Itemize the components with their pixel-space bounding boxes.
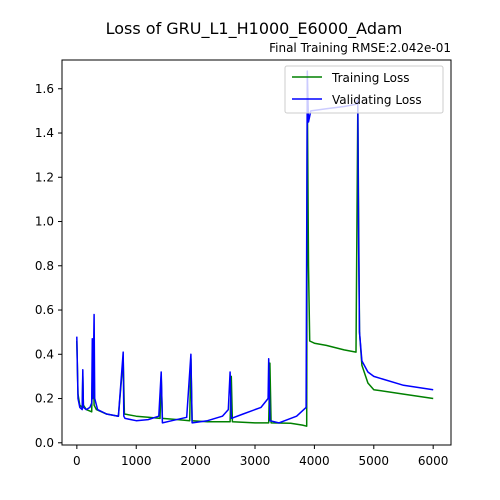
training-loss-line	[76, 88, 434, 427]
x-tick-label: 2000	[180, 454, 211, 468]
x-tick-label: 6000	[418, 454, 449, 468]
y-tick-label: 0.8	[35, 259, 54, 273]
y-tick-label: 1.0	[35, 215, 54, 229]
x-tick-label: 3000	[240, 454, 271, 468]
x-tick-label: 4000	[299, 454, 330, 468]
series-lines	[76, 70, 434, 427]
chart-subtitle: Final Training RMSE:2.042e-01	[269, 41, 451, 55]
y-tick-label: 1.2	[35, 170, 54, 184]
legend-box	[284, 65, 444, 114]
validating-loss-line	[76, 70, 434, 424]
y-tick-label: 1.6	[35, 82, 54, 96]
x-tick-label: 0	[73, 454, 81, 468]
x-tick-label: 5000	[359, 454, 390, 468]
y-tick-label: 0.4	[35, 347, 54, 361]
chart-title: Loss of GRU_L1_H1000_E6000_Adam	[106, 19, 403, 39]
y-tick-label: 0.2	[35, 392, 54, 406]
x-tick-label: 1000	[121, 454, 152, 468]
plot-frame	[61, 59, 452, 446]
y-tick-label: 0.0	[35, 436, 54, 450]
y-tick-label: 1.4	[35, 126, 54, 140]
legend-label-training: Training Loss	[331, 71, 409, 85]
axis-ticks: 0 1000 2000 3000 4000 5000 6000 0.0 0.2 0.4 0.6 0.8…	[35, 82, 449, 468]
legend-label-validating: Validating Loss	[332, 93, 422, 107]
y-tick-label: 0.6	[35, 303, 54, 317]
legend: Training Loss Validating Loss	[284, 65, 444, 114]
